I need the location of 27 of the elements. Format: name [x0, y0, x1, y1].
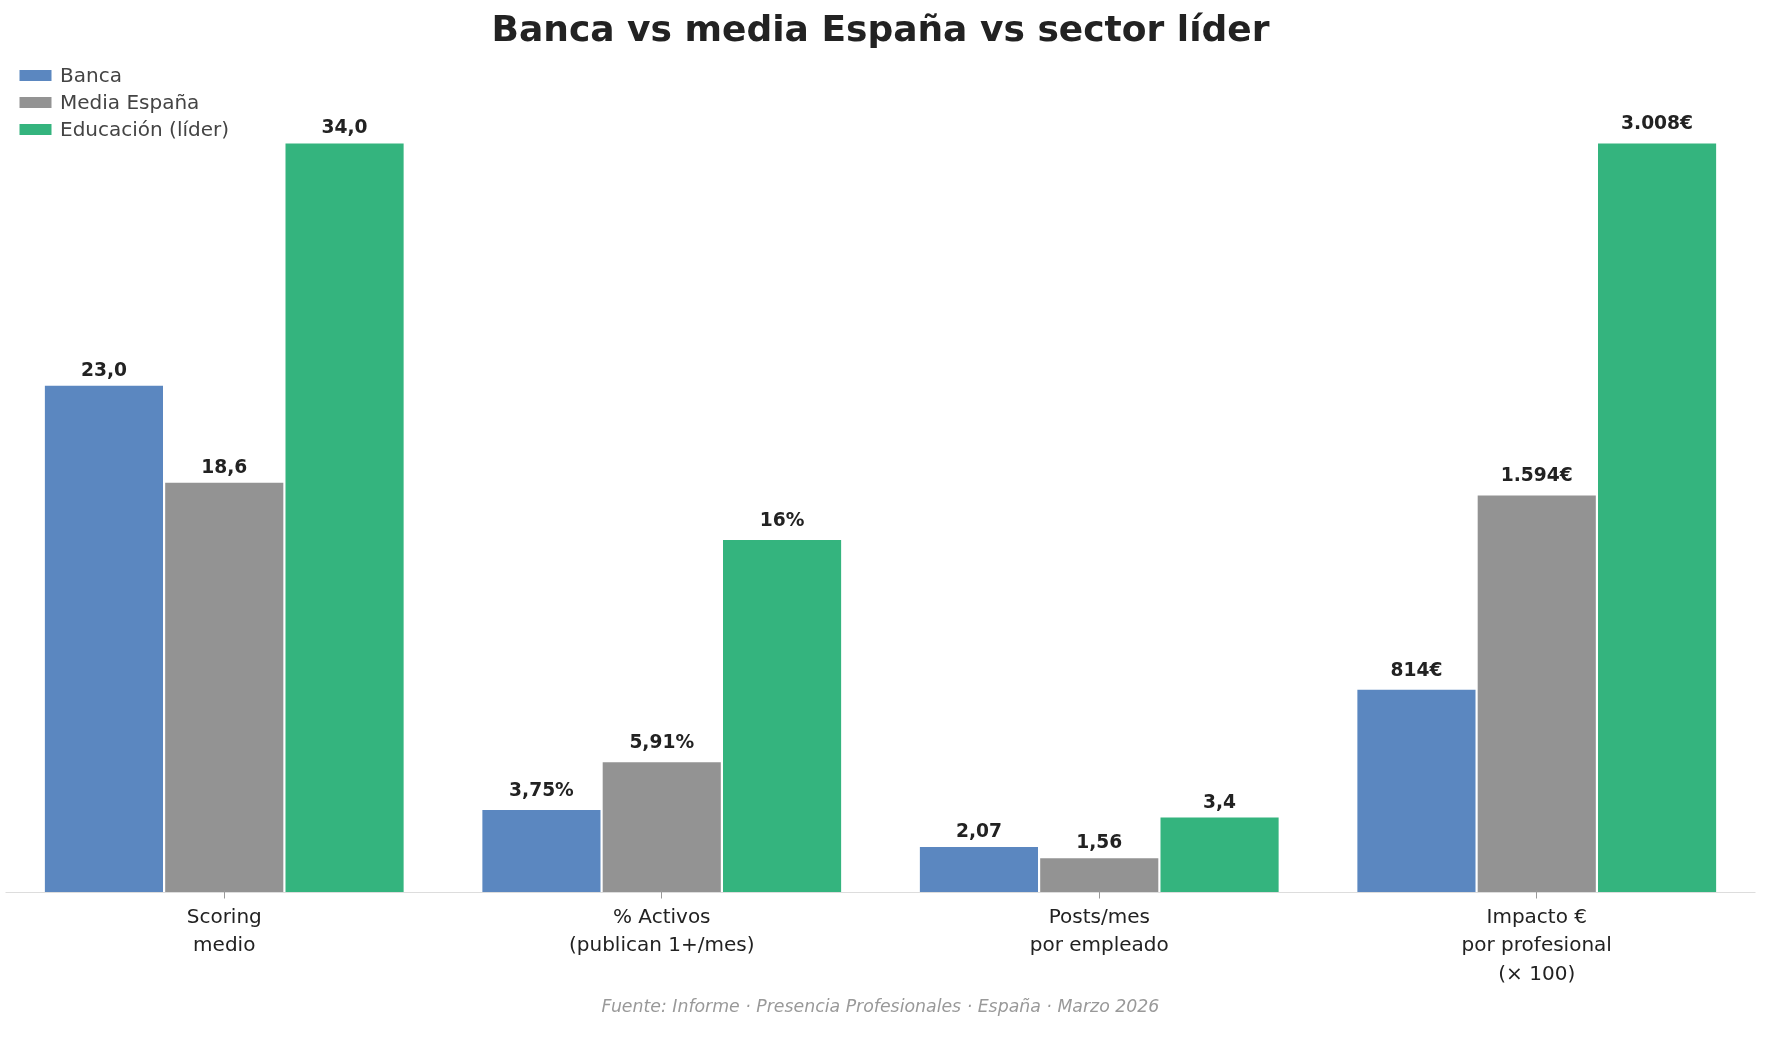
data-label: 5,91%: [629, 731, 695, 753]
x-tick-label: Scoring medio: [186, 903, 262, 957]
data-label: 1,56: [1076, 831, 1123, 853]
data-label: 3.008€: [1621, 112, 1694, 134]
x-tick-label: % Activos (publican 1+/mes): [569, 903, 755, 957]
data-label: 2,07: [955, 819, 1002, 841]
data-label: 18,6: [201, 455, 248, 477]
legend-label: Educación (líder): [60, 117, 230, 141]
legend-label: Media España: [60, 90, 200, 114]
legend-label: Banca: [60, 63, 122, 87]
data-label: 1.594€: [1500, 464, 1573, 486]
chart-title: Banca vs media España vs sector líder: [491, 7, 1270, 49]
data-label: 34,0: [321, 116, 368, 138]
x-tick-label: Impacto € por profesional (× 100): [1461, 903, 1612, 986]
data-label: 16%: [759, 508, 805, 530]
data-label: 3,4: [1203, 790, 1237, 812]
bar: [44, 385, 163, 893]
bar: [285, 143, 404, 893]
data-label: 814€: [1390, 658, 1443, 680]
bar: [919, 846, 1038, 893]
bar: [482, 809, 601, 893]
bar: [1160, 817, 1279, 893]
bar: [723, 539, 842, 893]
data-label: 3,75%: [509, 778, 575, 800]
source-note: Fuente: Informe · Presencia Profesionales · España · Marzo 2026: [601, 995, 1160, 1016]
x-tick-label: Posts/mes por empleado: [1029, 903, 1169, 957]
data-label: 23,0: [80, 358, 127, 380]
